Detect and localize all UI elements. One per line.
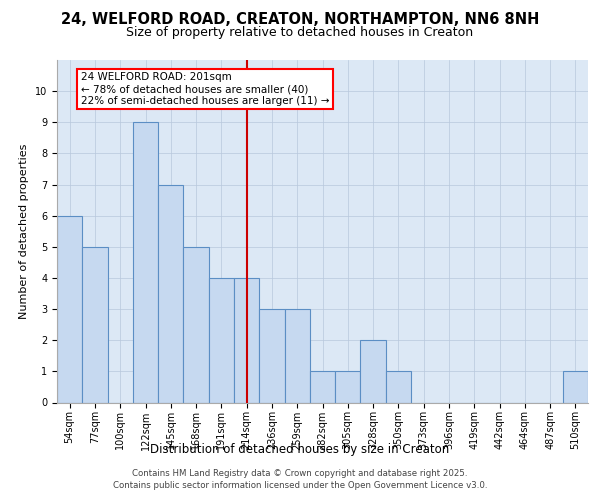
Bar (310, 372, 335, 402)
Text: 24 WELFORD ROAD: 201sqm
← 78% of detached houses are smaller (40)
22% of semi-de: 24 WELFORD ROAD: 201sqm ← 78% of detache… (81, 72, 329, 106)
Bar (563, 372, 588, 402)
Text: Distribution of detached houses by size in Creaton: Distribution of detached houses by size … (151, 442, 449, 456)
Bar (259, 309, 284, 402)
Text: Contains HM Land Registry data © Crown copyright and database right 2025.: Contains HM Land Registry data © Crown c… (132, 469, 468, 478)
Y-axis label: Number of detached properties: Number of detached properties (19, 144, 29, 319)
Text: 24, WELFORD ROAD, CREATON, NORTHAMPTON, NN6 8NH: 24, WELFORD ROAD, CREATON, NORTHAMPTON, … (61, 12, 539, 28)
Text: Size of property relative to detached houses in Creaton: Size of property relative to detached ho… (127, 26, 473, 39)
Bar (234, 278, 259, 402)
Bar (57, 216, 82, 402)
Bar (335, 372, 361, 402)
Text: Contains public sector information licensed under the Open Government Licence v3: Contains public sector information licen… (113, 481, 487, 490)
Bar (284, 309, 310, 402)
Bar (386, 372, 411, 402)
Bar (184, 247, 209, 402)
Bar (361, 340, 386, 402)
Bar (158, 184, 184, 402)
Bar (209, 278, 234, 402)
Bar (82, 247, 107, 402)
Bar (133, 122, 158, 402)
